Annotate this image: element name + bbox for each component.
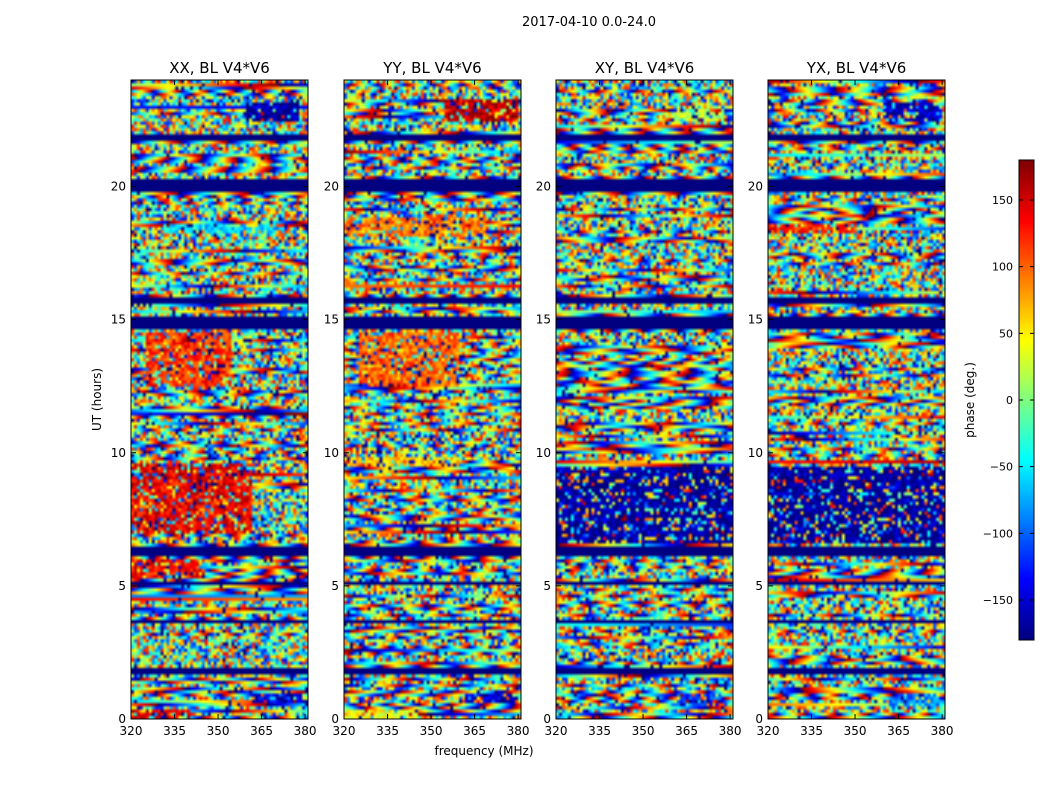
y-tick-label: 20 bbox=[324, 180, 339, 194]
x-tick-label: 365 bbox=[887, 724, 910, 738]
colorbar: 150 100 50 0 −50 −100 −150 phase (deg.) bbox=[963, 159, 1035, 641]
x-tick-label: 365 bbox=[463, 724, 486, 738]
panel-4: YX, BL V4*V6 320 335 350 365 380 0 5 10 15 20 bbox=[748, 59, 954, 738]
y-tick-label: 5 bbox=[118, 579, 126, 593]
y-tick-label: 15 bbox=[111, 313, 126, 327]
heatmap-cells bbox=[344, 80, 521, 719]
y-tick-label: 5 bbox=[543, 579, 551, 593]
x-tick-label: 320 bbox=[545, 724, 568, 738]
y-tick-label: 5 bbox=[755, 579, 763, 593]
y-tick-label: 15 bbox=[536, 313, 551, 327]
y-tick-label: 10 bbox=[748, 446, 763, 460]
x-tick-label: 380 bbox=[294, 724, 317, 738]
y-tick-label: 5 bbox=[331, 579, 339, 593]
y-tick-label: 0 bbox=[543, 712, 551, 726]
y-tick-label: 20 bbox=[536, 180, 551, 194]
x-tick-label: 320 bbox=[120, 724, 143, 738]
plot-frame bbox=[343, 79, 522, 720]
y-tick-label: 10 bbox=[536, 446, 551, 460]
colorbar-gradient bbox=[1019, 160, 1034, 640]
plot-frame bbox=[767, 79, 946, 720]
y-tick-label: 20 bbox=[748, 180, 763, 194]
heatmap-cells bbox=[768, 80, 945, 719]
x-tick-label: 350 bbox=[420, 724, 443, 738]
x-tick-label: 320 bbox=[757, 724, 780, 738]
colorbar-tick-label: 50 bbox=[999, 327, 1013, 340]
x-tick-label: 350 bbox=[207, 724, 230, 738]
colorbar-label: phase (deg.) bbox=[963, 362, 977, 438]
panel-2: YY, BL V4*V6 320 335 350 365 380 0 5 10 15 20 frequ… bbox=[324, 59, 534, 758]
y-tick-label: 15 bbox=[324, 313, 339, 327]
plot-frame bbox=[130, 79, 309, 720]
x-tick-label: 335 bbox=[800, 724, 823, 738]
x-tick-label: 350 bbox=[632, 724, 655, 738]
heatmap-cells bbox=[131, 80, 308, 719]
colorbar-tick-label: 100 bbox=[992, 261, 1013, 274]
panel-3: XY, BL V4*V6 320 335 350 365 380 0 5 10 15 20 bbox=[536, 59, 742, 738]
y-tick-label: 15 bbox=[748, 313, 763, 327]
y-tick-label: 10 bbox=[111, 446, 126, 460]
x-tick-label: 320 bbox=[333, 724, 356, 738]
x-tick-label: 380 bbox=[719, 724, 742, 738]
heatmap-cells bbox=[556, 80, 733, 719]
panel-title: XY, BL V4*V6 bbox=[595, 59, 695, 77]
y-tick-label: 10 bbox=[324, 446, 339, 460]
panel-title: YX, BL V4*V6 bbox=[806, 59, 907, 77]
panel-title: XX, BL V4*V6 bbox=[169, 59, 270, 77]
x-tick-label: 365 bbox=[250, 724, 273, 738]
y-tick-label: 20 bbox=[111, 180, 126, 194]
colorbar-tick-label: −150 bbox=[983, 594, 1013, 607]
x-tick-label: 350 bbox=[844, 724, 867, 738]
figure-title: 2017-04-10 0.0-24.0 bbox=[522, 15, 656, 30]
y-tick-label: 0 bbox=[331, 712, 339, 726]
panels: XX, BL V4*V6 320 335 350 365 380 0 5 10 15 20 UT (h… bbox=[90, 59, 954, 758]
colorbar-tick-label: −100 bbox=[983, 527, 1013, 540]
panel-1: XX, BL V4*V6 320 335 350 365 380 0 5 10 15 20 UT (h… bbox=[90, 59, 317, 738]
x-tick-label: 380 bbox=[931, 724, 954, 738]
y-axis-label: UT (hours) bbox=[90, 368, 104, 431]
colorbar-tick-label: −50 bbox=[990, 461, 1013, 474]
x-tick-label: 365 bbox=[675, 724, 698, 738]
y-tick-label: 0 bbox=[118, 712, 126, 726]
x-tick-label: 335 bbox=[163, 724, 186, 738]
plot-frame bbox=[555, 79, 734, 720]
colorbar-tick-label: 150 bbox=[992, 194, 1013, 207]
x-axis-label: frequency (MHz) bbox=[434, 744, 533, 758]
x-tick-label: 335 bbox=[376, 724, 399, 738]
panel-title: YY, BL V4*V6 bbox=[382, 59, 481, 77]
y-tick-label: 0 bbox=[755, 712, 763, 726]
x-tick-label: 380 bbox=[507, 724, 530, 738]
colorbar-tick-label: 0 bbox=[1006, 394, 1013, 407]
x-tick-label: 335 bbox=[588, 724, 611, 738]
